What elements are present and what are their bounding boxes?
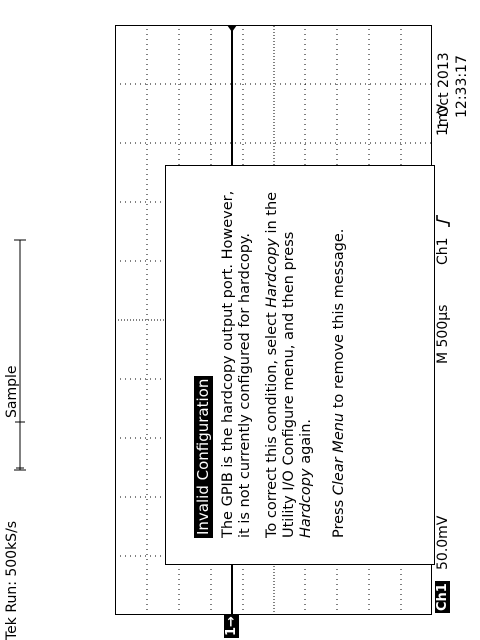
volts-per-div: 50.0mV (435, 515, 451, 570)
p3-text-a: Press (331, 495, 347, 538)
record-position-indicator (14, 239, 26, 471)
rising-edge-icon (436, 215, 450, 227)
p3-clear-menu-term: Clear Menu (331, 412, 347, 496)
invalid-configuration-dialog: Invalid Configuration The GPIB is the ha… (165, 165, 435, 565)
dialog-paragraph-3: Press Clear Menu to remove this message. (331, 168, 348, 538)
p3-text-b: to remove this message. (331, 228, 347, 413)
trigger-source: Ch1 (435, 237, 451, 265)
channel-label: Ch1 (435, 581, 450, 613)
p2-hardcopy-term-2: Hardcopy (298, 468, 314, 538)
dialog-paragraph-1: The GPIB is the hardcopy output port. Ho… (220, 190, 253, 538)
dialog-title: Invalid Configuration (194, 375, 213, 538)
p2-text-a: To correct this condition, select (264, 307, 280, 538)
timebase: M 500µs (435, 304, 451, 364)
channel-ground-marker: 1→ (224, 614, 239, 638)
p2-hardcopy-term: Hardcopy (264, 238, 280, 308)
dialog-paragraph-2: To correct this condition, select Hardco… (264, 168, 315, 538)
p2-text-c: again. (298, 418, 314, 469)
trigger-level: 1mV (435, 103, 451, 136)
trigger-level-arrow-icon (227, 25, 237, 32)
